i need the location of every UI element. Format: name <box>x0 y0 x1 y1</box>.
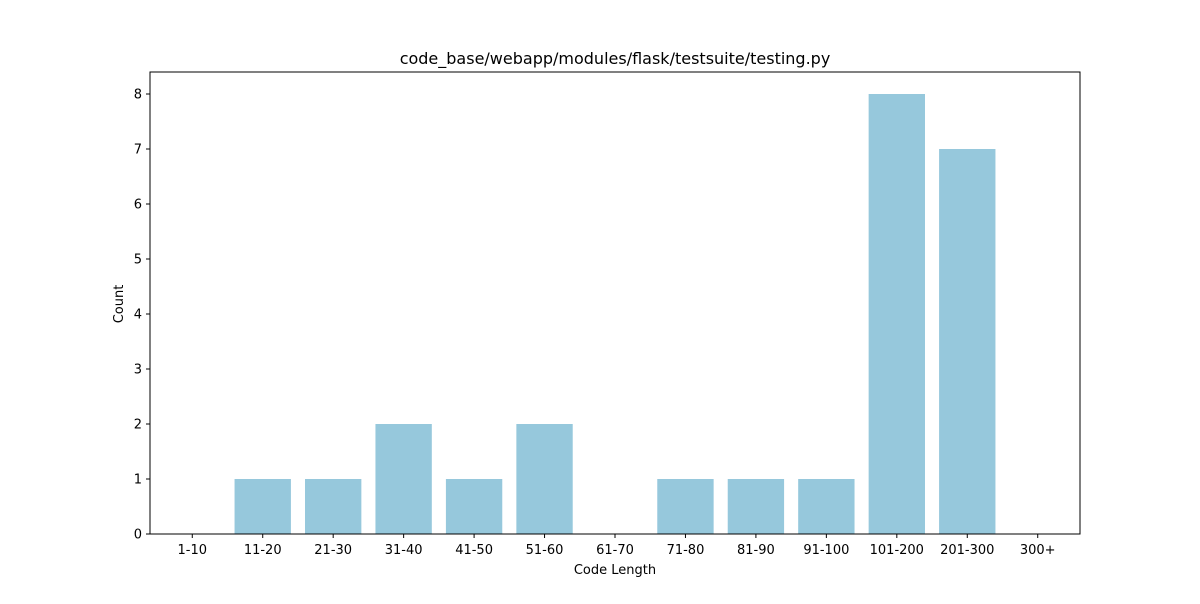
x-tick-label: 201-300 <box>940 543 994 558</box>
bar-81-90 <box>727 479 785 534</box>
x-tick-label: 11-20 <box>244 543 282 558</box>
bar-41-50 <box>445 479 503 534</box>
x-tick-label: 21-30 <box>314 543 352 558</box>
chart-title: code_base/webapp/modules/flask/testsuite… <box>400 49 831 69</box>
x-tick-label: 61-70 <box>596 543 634 558</box>
y-tick-label: 4 <box>134 308 142 323</box>
y-tick-label: 3 <box>134 363 142 378</box>
x-axis-label: Code Length <box>574 563 656 578</box>
x-tick-label: 101-200 <box>870 543 924 558</box>
x-tick-label: 81-90 <box>737 543 775 558</box>
x-tick-label: 91-100 <box>803 543 849 558</box>
x-tick-label: 1-10 <box>178 543 208 558</box>
bar-21-30 <box>305 479 362 534</box>
y-tick-label: 2 <box>134 418 142 433</box>
bar-201-300 <box>939 149 996 534</box>
y-axis-label: Count <box>112 285 127 324</box>
bar-71-80 <box>657 479 714 534</box>
x-tick-label: 71-80 <box>667 543 705 558</box>
bar-11-20 <box>234 479 291 534</box>
y-tick-label: 8 <box>134 88 142 103</box>
x-axis: 1-10 11-20 21-30 31-40 41-50 51-60 61-70 71-80 8… <box>178 534 1056 558</box>
x-tick-label: 51-60 <box>526 543 564 558</box>
x-tick-label: 31-40 <box>385 543 423 558</box>
x-tick-label: 41-50 <box>455 543 493 558</box>
y-tick-label: 0 <box>134 528 142 543</box>
x-tick-label: 300+ <box>1020 543 1056 558</box>
bar-91-100 <box>798 479 855 534</box>
y-tick-label: 7 <box>134 143 142 158</box>
bar-31-40 <box>375 424 432 534</box>
bars <box>234 94 996 534</box>
y-tick-label: 5 <box>134 253 142 268</box>
bar-101-200 <box>868 94 925 534</box>
y-tick-label: 6 <box>134 198 142 213</box>
y-tick-label: 1 <box>134 473 142 488</box>
y-axis: 0 1 2 3 4 5 6 7 8 <box>134 88 150 543</box>
plot-frame <box>149 71 1081 535</box>
bar-51-60 <box>516 424 573 534</box>
